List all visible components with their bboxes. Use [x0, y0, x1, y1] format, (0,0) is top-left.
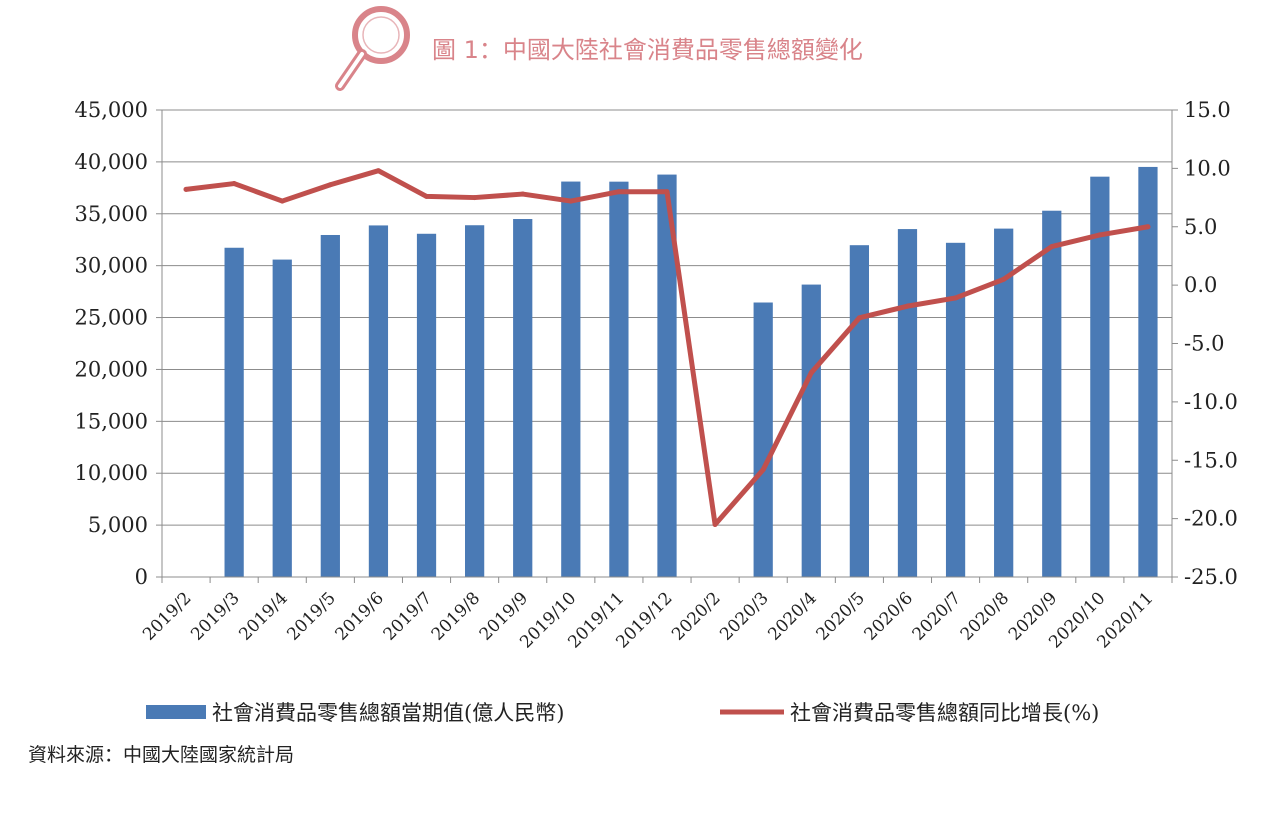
- x-tick-label: 2019/8: [428, 588, 484, 644]
- line-point: [1097, 232, 1103, 238]
- bar: [657, 174, 677, 577]
- x-tick-label: 2019/5: [283, 588, 339, 644]
- right-axis-ticks: -25.0 -20.0 -15.0 -10.0 -5.0 0.0 5.0 10.0 15.0: [1172, 98, 1238, 589]
- line-point: [1001, 276, 1007, 282]
- x-tick-label: 2020/7: [909, 588, 965, 644]
- x-tick-label: 2019/7: [380, 588, 436, 644]
- left-tick-label: 0: [135, 565, 148, 589]
- line-point: [1049, 244, 1055, 250]
- line-point: [472, 195, 478, 201]
- left-tick-label: 15,000: [75, 409, 148, 433]
- legend-line-label: 社會消費品零售總額同比增長(%): [790, 701, 1099, 725]
- line-series: [183, 168, 1151, 527]
- line-point: [568, 198, 574, 204]
- bar: [801, 284, 821, 577]
- right-tick-label: -25.0: [1184, 565, 1238, 589]
- left-tick-label: 20,000: [75, 357, 148, 381]
- line-point: [183, 186, 189, 192]
- bar: [561, 181, 581, 577]
- bar: [513, 219, 533, 577]
- bar: [994, 228, 1014, 578]
- bar: [1042, 210, 1062, 577]
- line-point: [375, 168, 381, 174]
- bar: [753, 302, 773, 577]
- line-point: [327, 182, 333, 188]
- bar: [609, 181, 629, 577]
- bar: [849, 245, 869, 577]
- right-tick-label: 0.0: [1184, 273, 1217, 297]
- left-tick-label: 45,000: [75, 98, 148, 122]
- bar: [320, 234, 340, 577]
- chart-title: 圖 1：中國大陸社會消費品零售總額變化: [432, 36, 863, 64]
- right-tick-label: 15.0: [1184, 98, 1231, 122]
- x-tick-label: 2019/4: [235, 588, 291, 644]
- line-point: [231, 181, 237, 187]
- left-tick-label: 5,000: [88, 513, 148, 537]
- bar: [224, 247, 244, 577]
- right-tick-label: 5.0: [1184, 215, 1217, 239]
- left-tick-label: 10,000: [75, 461, 148, 485]
- magnifier-icon: [335, 6, 410, 91]
- bar: [1090, 176, 1110, 577]
- left-axis-ticks: 0 5,000 10,000 15,000 20,000 25,000 30,000 35,0…: [75, 98, 162, 589]
- bar: [1138, 166, 1158, 577]
- right-tick-label: -10.0: [1184, 390, 1238, 414]
- right-tick-label: -15.0: [1184, 448, 1238, 472]
- bar: [945, 242, 966, 577]
- x-tick-label: 2020/6: [861, 588, 917, 644]
- line-point: [856, 315, 862, 321]
- x-tick-label: 2020/5: [812, 588, 868, 644]
- source-note: 資料來源：中國大陸國家統計局: [28, 744, 295, 766]
- line-point: [279, 198, 285, 204]
- x-axis-ticks: 2019/22019/32019/42019/52019/62019/72019…: [139, 577, 1173, 652]
- legend: 社會消費品零售總額當期值(億人民幣) 社會消費品零售總額同比增長(%): [146, 701, 1099, 725]
- right-tick-label: -20.0: [1184, 507, 1238, 531]
- right-tick-label: 10.0: [1184, 156, 1231, 180]
- line-point: [808, 370, 814, 376]
- x-tick-label: 2019/2: [139, 588, 195, 644]
- left-tick-label: 30,000: [75, 254, 148, 278]
- line-point: [424, 193, 430, 199]
- left-tick-label: 25,000: [75, 306, 148, 330]
- line-point: [616, 189, 622, 195]
- chart: 0 5,000 10,000 15,000 20,000 25,000 30,000 35,0…: [75, 98, 1238, 725]
- x-tick-label: 2020/2: [668, 588, 724, 644]
- left-tick-label: 35,000: [75, 202, 148, 226]
- line-point: [904, 303, 910, 309]
- legend-bar-label: 社會消費品零售總額當期值(億人民幣): [212, 701, 564, 725]
- bar: [272, 259, 292, 577]
- line-point: [712, 521, 718, 527]
- right-tick-label: -5.0: [1184, 332, 1225, 356]
- line-point: [520, 191, 526, 197]
- x-tick-label: 2019/6: [332, 588, 388, 644]
- bar: [368, 225, 389, 578]
- left-tick-label: 40,000: [75, 150, 148, 174]
- bar: [416, 233, 437, 577]
- line-point: [664, 189, 670, 195]
- line-point: [1145, 224, 1151, 230]
- x-tick-label: 2020/3: [716, 588, 772, 644]
- bar: [897, 229, 918, 577]
- line-point: [760, 467, 766, 473]
- x-tick-label: 2019/3: [187, 588, 243, 644]
- line-point: [953, 295, 959, 301]
- bar: [465, 225, 485, 577]
- legend-bar-swatch: [146, 705, 206, 719]
- x-tick-label: 2020/4: [764, 588, 820, 644]
- x-tick-label: 2020/8: [957, 588, 1013, 644]
- bar-series: [224, 166, 1158, 578]
